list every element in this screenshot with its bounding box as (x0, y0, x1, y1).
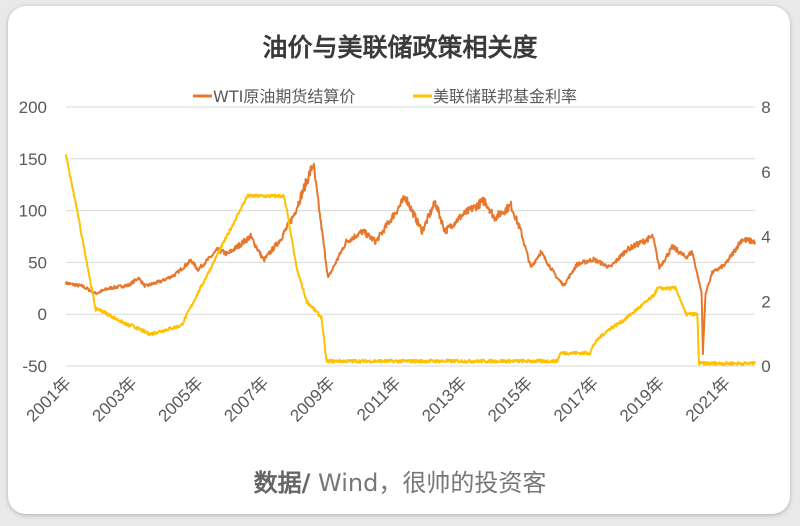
y-left-tick-label: 50 (28, 253, 47, 272)
x-tick-label: 2019年 (616, 373, 668, 425)
y-right-tick-label: 0 (761, 357, 770, 376)
chart-title: 油价与美联储政策相关度 (262, 33, 537, 62)
y-right-tick-label: 2 (761, 292, 770, 311)
x-tick-label: 2001年 (23, 373, 75, 425)
y-right-tick-label: 4 (761, 228, 770, 247)
legend-label-wti: WTI原油期货结算价 (213, 87, 355, 106)
source-label: 数据/ (254, 469, 311, 497)
source-text: Wind，很帅的投资客 (310, 469, 546, 497)
source-note: 数据/ Wind，很帅的投资客 (254, 469, 547, 497)
y-left-tick-label: 100 (19, 202, 47, 221)
legend-label-fed: 美联储联邦基金利率 (433, 87, 577, 106)
x-tick-label: 2021年 (682, 373, 734, 425)
y-right-tick-label: 8 (761, 98, 770, 117)
x-tick-label: 2003年 (89, 373, 141, 425)
y-left-tick-label: 200 (19, 98, 47, 117)
y-right-tick-label: 6 (761, 163, 770, 182)
x-tick-label: 2013年 (418, 373, 470, 425)
x-tick-label: 2011年 (353, 373, 404, 424)
x-tick-label: 2017年 (550, 373, 602, 425)
x-tick-label: 2005年 (154, 373, 206, 425)
x-tick-label: 2009年 (286, 373, 338, 425)
x-tick-label: 2007年 (220, 373, 272, 425)
series-line-fed-rate (65, 154, 756, 366)
y-left-tick-label: 150 (19, 150, 47, 169)
x-tick-label: 2015年 (484, 373, 536, 425)
y-left-tick-label: 0 (38, 305, 47, 324)
y-left-tick-label: -50 (22, 357, 47, 376)
series-line-wti (65, 162, 756, 356)
chart-card (8, 6, 790, 514)
legend: WTI原油期货结算价 美联储联邦基金利率 (193, 87, 577, 106)
